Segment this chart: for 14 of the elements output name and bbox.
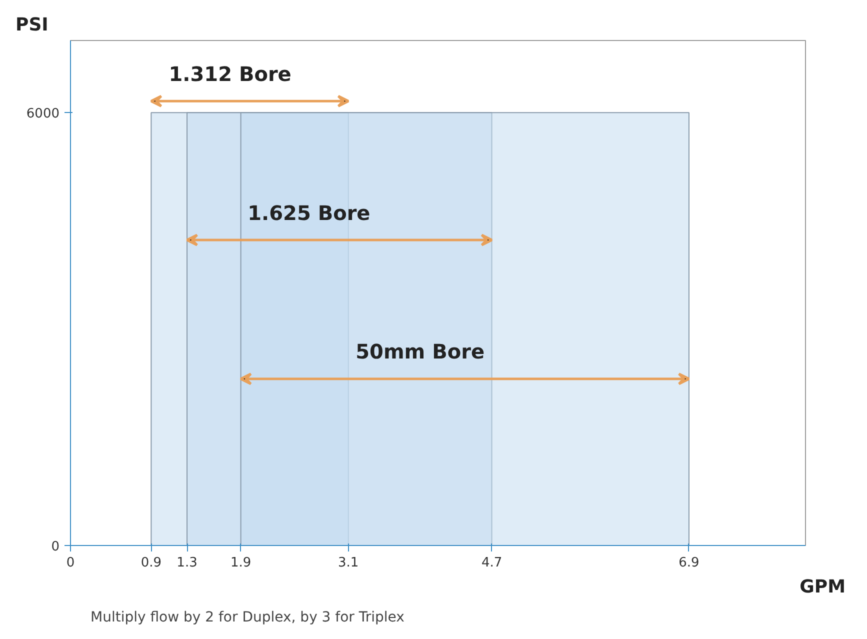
x-tick-label: 3.1 [338,556,359,570]
x-tick-label: 1.9 [230,556,252,570]
x-tick-label: 0.9 [140,556,162,570]
y-tick-label: 6000 [26,106,60,122]
x-tick-label: 0 [66,556,75,570]
y-axis-title: PSI [16,14,48,36]
series-label: 1.312 Bore [168,62,292,86]
series-label: 1.625 Bore [248,200,370,225]
x-tick-label: 4.7 [481,556,502,570]
x-tick-label: 1.3 [176,556,198,570]
x-axis-title: GPM [800,576,846,598]
x-tick-label: 6.9 [678,556,700,570]
series-label: 50mm Bore [356,340,485,364]
text: Multiply flow by 2 for Duplex, by 3 for Triplex [90,610,404,626]
